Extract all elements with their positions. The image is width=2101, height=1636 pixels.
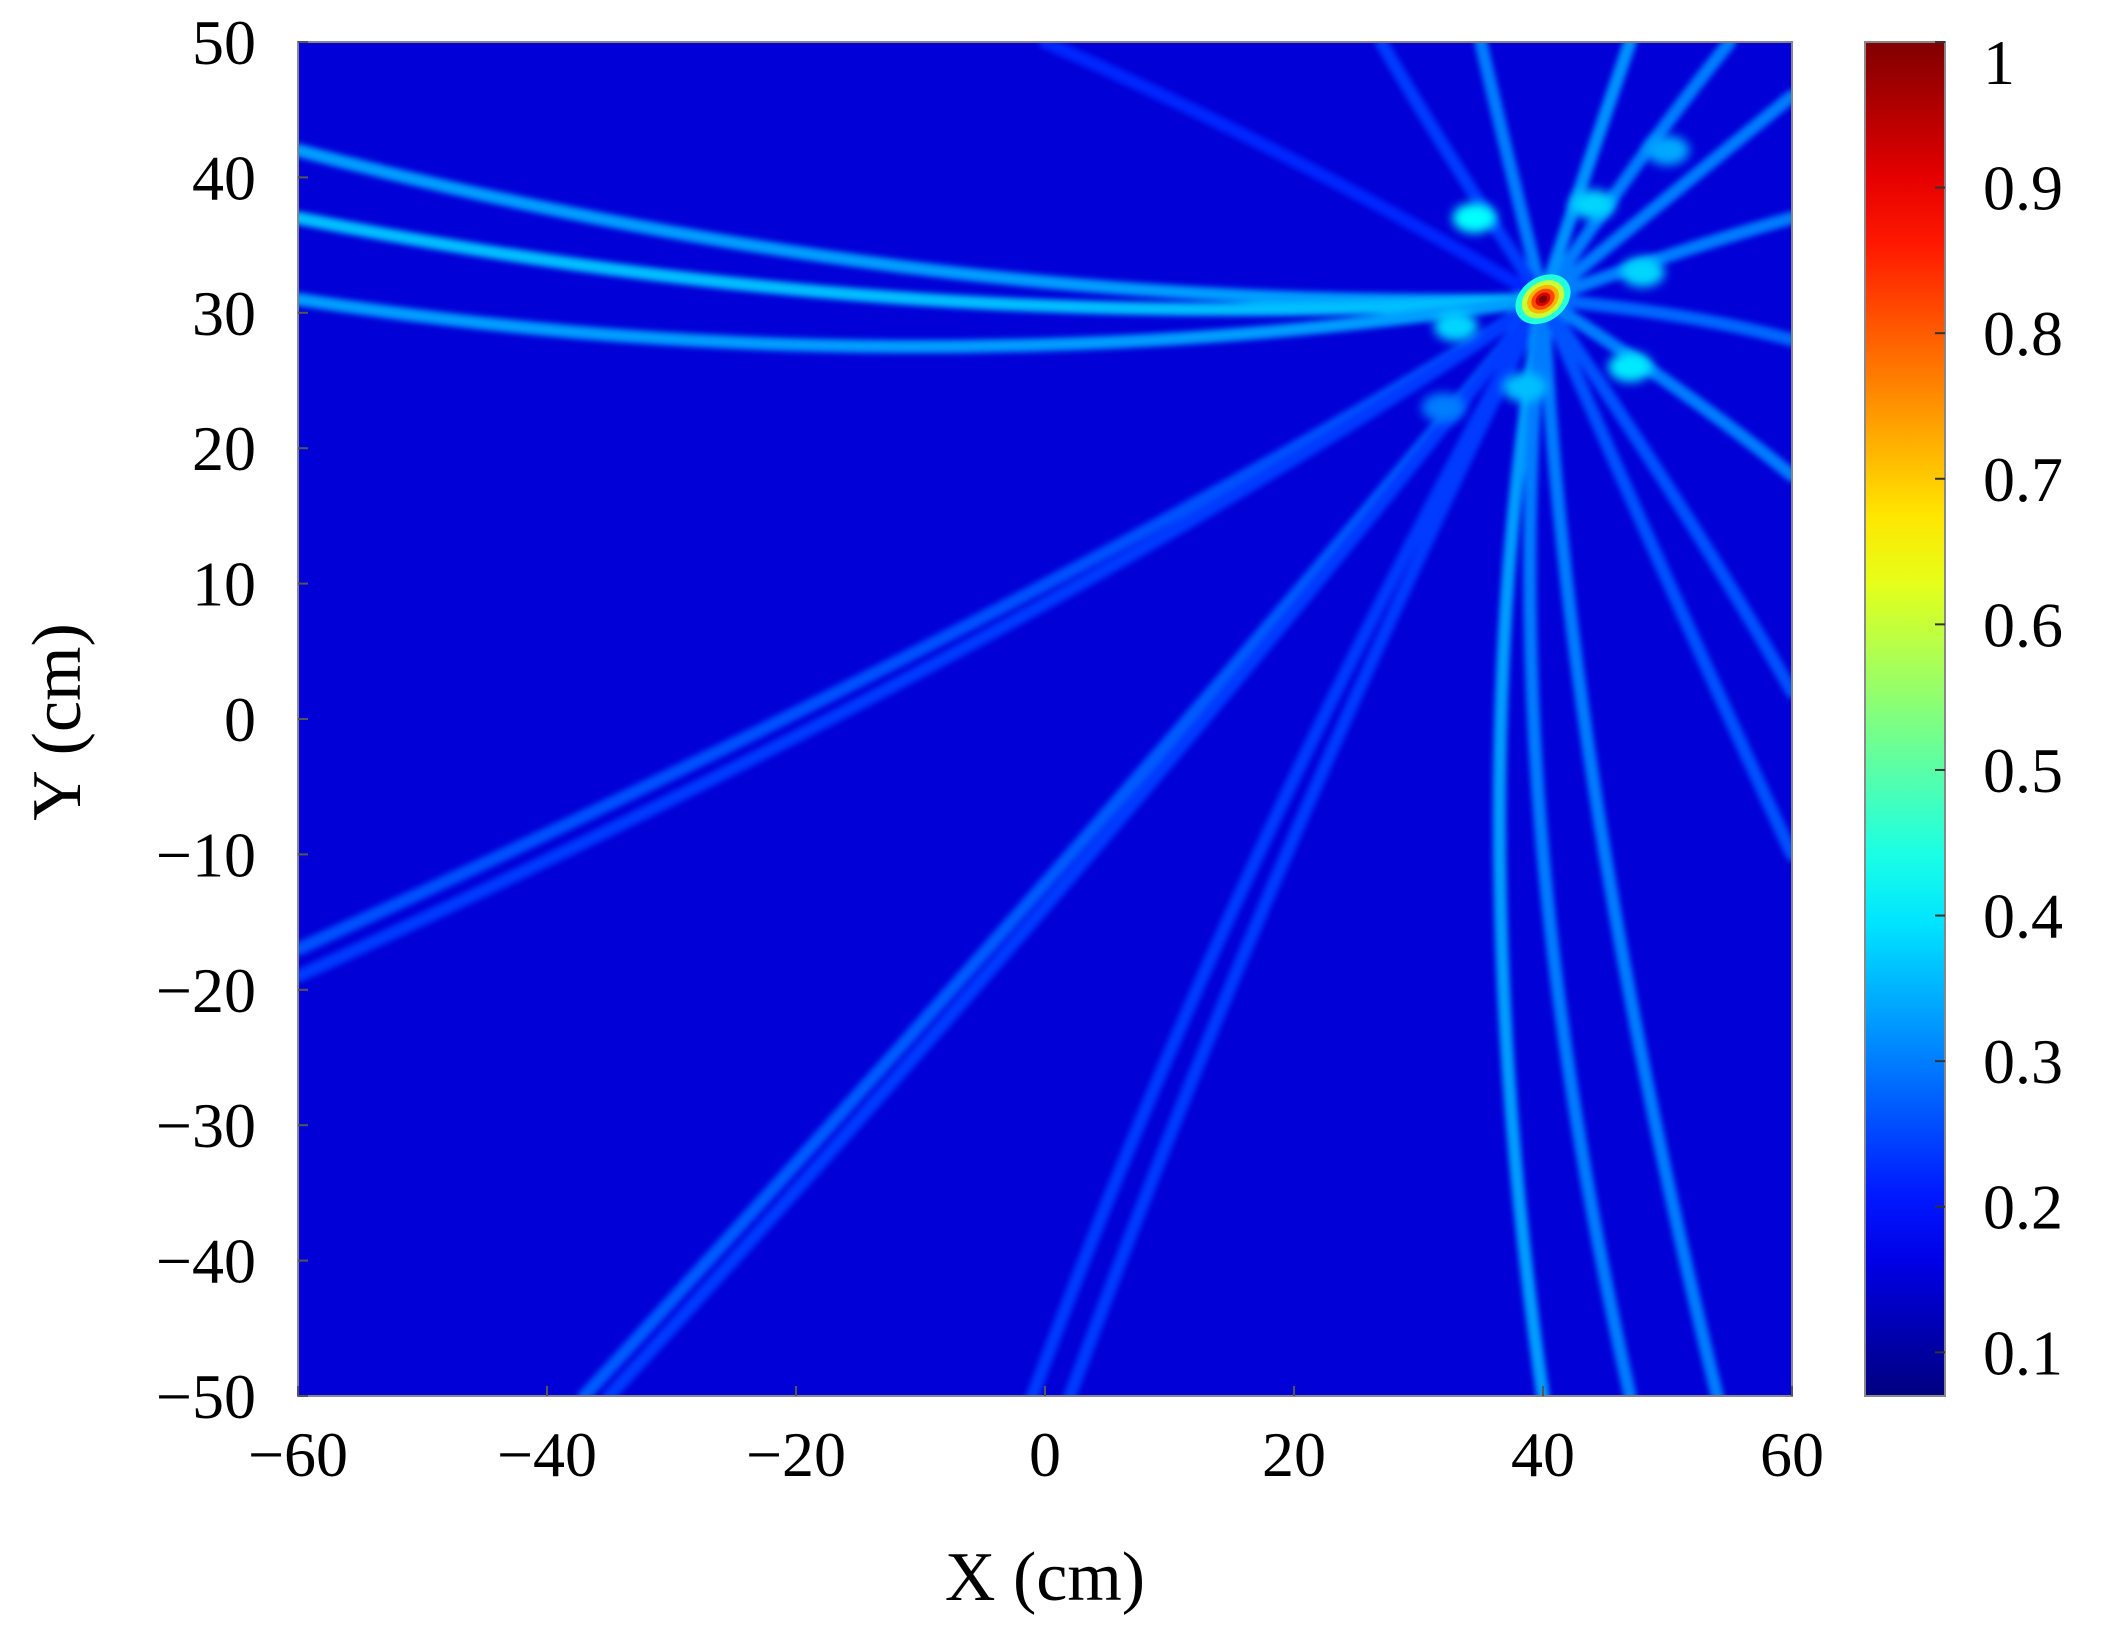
- arc-4: [298, 292, 1550, 983]
- arc-1: [298, 211, 1550, 316]
- sidelobe-0: [1452, 203, 1497, 234]
- plot-area: [297, 41, 1793, 1397]
- sidelobe-5: [1502, 372, 1547, 403]
- x-axis-ticks: −60 −40 −20 0 20 40 60: [248, 1386, 1824, 1490]
- focal-peak: [1515, 274, 1571, 325]
- colorbar-tick-label: 0.2: [1983, 1172, 2063, 1243]
- arc-11: [1536, 292, 1724, 1396]
- sidelobes: [1421, 135, 1690, 423]
- x-tick-label: 20: [1262, 1419, 1326, 1490]
- arc-17: [1536, 89, 1792, 306]
- arc-13: [1536, 292, 1792, 699]
- sidelobe-7: [1421, 392, 1466, 423]
- y-tick-label: 20: [192, 413, 256, 484]
- colorbar-tick-label: 0.7: [1983, 444, 2063, 515]
- arc-9: [1492, 292, 1550, 1396]
- arc-10: [1523, 292, 1637, 1396]
- y-tick-label: 40: [192, 142, 256, 213]
- y-tick-label: −40: [156, 1226, 256, 1297]
- arc-20: [1474, 42, 1550, 306]
- colorbar-tick-label: 1: [1983, 27, 2015, 98]
- sidelobe-1: [1570, 189, 1615, 220]
- interference-arcs: [298, 42, 1792, 1396]
- arc-2: [298, 292, 1550, 354]
- arc-21: [1374, 42, 1550, 306]
- y-tick-label: 10: [192, 549, 256, 620]
- colorbar-tick-label: 0.6: [1983, 589, 2063, 660]
- y-tick-label: 0: [224, 684, 256, 755]
- colorbar-tick-label: 0.4: [1983, 881, 2063, 952]
- peak-ring-5: [1538, 295, 1548, 304]
- sidelobe-6: [1645, 135, 1690, 166]
- y-tick-label: −50: [156, 1361, 256, 1432]
- x-tick-label: 0: [1029, 1419, 1061, 1490]
- arc-19: [1536, 42, 1637, 306]
- heatmap-background: [298, 42, 1792, 1396]
- sidelobe-4: [1608, 351, 1653, 382]
- x-tick-label: 40: [1511, 1419, 1575, 1490]
- y-tick-label: 50: [192, 7, 256, 78]
- y-axis-label: Y (cm): [19, 623, 96, 821]
- arc-7: [1026, 292, 1550, 1396]
- colorbar-tick-label: 0.3: [1983, 1026, 2063, 1097]
- x-tick-label: −60: [248, 1419, 348, 1490]
- colorbar-gradient: [1864, 41, 1946, 1397]
- y-tick-label: −30: [156, 1090, 256, 1161]
- arc-8: [1063, 292, 1550, 1396]
- colorbar: 1 0.9 0.8 0.7 0.6 0.5 0.4 0.3 0.2 0.1: [1864, 27, 2063, 1397]
- arc-15: [1536, 292, 1792, 347]
- y-tick-label: −20: [156, 955, 256, 1026]
- colorbar-tick-label: 0.8: [1983, 298, 2063, 369]
- y-axis-ticks: 50 40 30 20 10 0 −10 −20 −30 −40 −50: [156, 7, 308, 1432]
- arc-14: [1536, 292, 1792, 482]
- arc-18: [1536, 42, 1737, 306]
- sidelobe-2: [1620, 257, 1665, 288]
- y-tick-label: 30: [192, 278, 256, 349]
- colorbar-ticks: 1 0.9 0.8 0.7 0.6 0.5 0.4 0.3 0.2 0.1: [1935, 27, 2063, 1388]
- x-tick-label: −40: [497, 1419, 597, 1490]
- x-axis-label: X (cm): [945, 1539, 1145, 1616]
- arc-0: [298, 143, 1550, 307]
- x-tick-label: 60: [1760, 1419, 1824, 1490]
- arc-12: [1536, 292, 1792, 861]
- x-tick-label: −20: [746, 1419, 846, 1490]
- colorbar-tick-label: 0.1: [1983, 1317, 2063, 1388]
- y-tick-label: −10: [156, 819, 256, 890]
- colorbar-tick-label: 0.5: [1983, 735, 2063, 806]
- arc-16: [1536, 211, 1792, 306]
- colorbar-tick-label: 0.9: [1983, 153, 2063, 224]
- arc-22: [1038, 42, 1550, 306]
- sidelobe-3: [1433, 311, 1478, 342]
- arc-6: [602, 292, 1550, 1396]
